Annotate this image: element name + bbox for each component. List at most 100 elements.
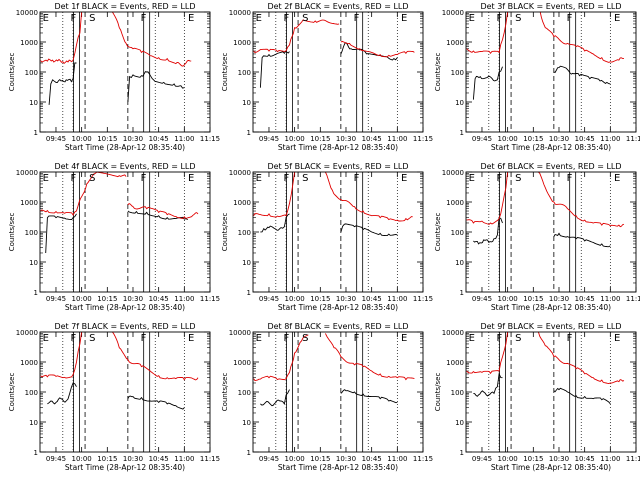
phase-marker-label: E (614, 173, 620, 184)
phase-marker-label: F (354, 13, 360, 24)
x-tick-label: 10:45 (575, 135, 595, 143)
x-axis-label: Start Time (28-Apr-12 08:35:40) (65, 303, 185, 312)
phase-marker-label: E (188, 333, 194, 344)
x-tick-label: 10:00 (498, 455, 518, 463)
x-tick-label: 10:15 (310, 295, 330, 303)
y-tick-label: 10000 (442, 329, 464, 337)
phase-marker-label: F (71, 13, 77, 24)
y-tick-label: 100 (25, 229, 38, 237)
phase-marker-label: F (284, 13, 290, 24)
phase-marker-label: E (401, 333, 407, 344)
x-tick-label: 10:30 (549, 455, 569, 463)
x-tick-label: 09:45 (472, 295, 492, 303)
x-axis-label: Start Time (28-Apr-12 08:35:40) (65, 143, 185, 152)
phase-marker-label: F (284, 173, 290, 184)
y-tick-label: 10000 (229, 169, 251, 177)
x-tick-label: 11:00 (174, 295, 194, 303)
y-tick-label: 10000 (16, 9, 38, 17)
phase-marker-label: E (614, 333, 620, 344)
y-tick-label: 100 (25, 389, 38, 397)
panel-title: Det 5f BLACK = Events, RED = LLD (267, 162, 408, 171)
detector-panel: Det 6f BLACK = Events, RED = LLD Counts/s… (434, 162, 640, 312)
x-tick-label: 11:15 (200, 455, 220, 463)
phase-marker-label: S (515, 173, 521, 184)
x-tick-label: 09:45 (472, 455, 492, 463)
detector-panel: Det 3f BLACK = Events, RED = LLD Counts/s… (434, 2, 640, 152)
x-axis-label: Start Time (28-Apr-12 08:35:40) (65, 463, 185, 472)
y-tick-label: 1 (34, 289, 38, 297)
phase-marker-label: E (256, 13, 262, 24)
y-axis-label: Counts/sec (8, 53, 16, 92)
y-tick-label: 10 (455, 99, 464, 107)
y-tick-label: 100 (238, 229, 251, 237)
y-tick-label: 10 (242, 99, 251, 107)
lld-series-line (253, 19, 340, 53)
phase-marker-label: E (256, 333, 262, 344)
y-tick-label: 1000 (233, 199, 251, 207)
y-tick-label: 100 (451, 389, 464, 397)
lld-series-line (112, 11, 192, 67)
x-tick-label: 11:00 (174, 455, 194, 463)
detector-panel: Det 7f BLACK = Events, RED = LLD Counts/s… (8, 322, 220, 472)
events-series-line (340, 223, 398, 237)
x-tick-label: 09:45 (46, 455, 66, 463)
phase-marker-label: F (497, 173, 503, 184)
x-tick-label: 11:15 (626, 295, 640, 303)
lld-series-line (40, 331, 83, 379)
phase-marker-label: F (354, 173, 360, 184)
lld-series-line (539, 11, 624, 63)
lld-series-line (340, 40, 415, 58)
phase-marker-label: E (43, 13, 49, 24)
y-tick-label: 10 (29, 419, 38, 427)
x-tick-label: 10:00 (285, 295, 305, 303)
x-tick-label: 10:45 (362, 135, 382, 143)
x-tick-label: 10:30 (336, 295, 356, 303)
phase-marker-label: S (515, 333, 521, 344)
y-tick-label: 10000 (16, 169, 38, 177)
lld-series-line (324, 333, 415, 381)
x-tick-label: 11:00 (600, 135, 620, 143)
phase-marker-label: F (354, 333, 360, 344)
plot-frame (252, 11, 424, 133)
events-series-line (472, 66, 503, 100)
plot-frame (252, 171, 424, 293)
y-tick-label: 1 (34, 129, 38, 137)
x-tick-label: 10:00 (498, 295, 518, 303)
x-tick-label: 10:15 (523, 455, 543, 463)
y-tick-label: 1000 (446, 39, 464, 47)
y-tick-label: 1 (460, 289, 464, 297)
x-tick-label: 11:15 (200, 135, 220, 143)
x-axis-label: Start Time (28-Apr-12 08:35:40) (278, 463, 398, 472)
y-axis-label: Counts/sec (434, 53, 442, 92)
plot-frame (465, 171, 637, 293)
x-tick-label: 10:30 (123, 295, 143, 303)
phase-marker-label: S (302, 13, 308, 24)
x-axis-label: Start Time (28-Apr-12 08:35:40) (491, 463, 611, 472)
y-tick-label: 1 (460, 129, 464, 137)
x-tick-label: 10:15 (523, 295, 543, 303)
panel-title: Det 4f BLACK = Events, RED = LLD (54, 162, 195, 171)
y-tick-label: 10 (455, 259, 464, 267)
x-tick-label: 10:15 (310, 135, 330, 143)
x-tick-label: 11:00 (387, 135, 407, 143)
x-tick-label: 10:30 (123, 135, 143, 143)
y-tick-label: 1 (247, 449, 251, 457)
lld-series-line (40, 171, 127, 216)
x-tick-label: 11:00 (387, 455, 407, 463)
y-tick-label: 10000 (229, 9, 251, 17)
phase-marker-label: F (141, 173, 147, 184)
phase-marker-label: F (141, 333, 147, 344)
phase-marker-label: E (188, 13, 194, 24)
x-tick-label: 10:30 (549, 135, 569, 143)
x-tick-label: 10:15 (97, 135, 117, 143)
events-series-line (553, 232, 611, 248)
phase-marker-label: F (141, 13, 147, 24)
lld-series-line (112, 331, 199, 381)
events-series-line (259, 50, 290, 88)
plot-frame (465, 11, 637, 133)
x-tick-label: 11:15 (413, 295, 433, 303)
y-tick-label: 1 (247, 289, 251, 297)
y-tick-label: 10000 (229, 329, 251, 337)
y-tick-label: 10000 (442, 9, 464, 17)
